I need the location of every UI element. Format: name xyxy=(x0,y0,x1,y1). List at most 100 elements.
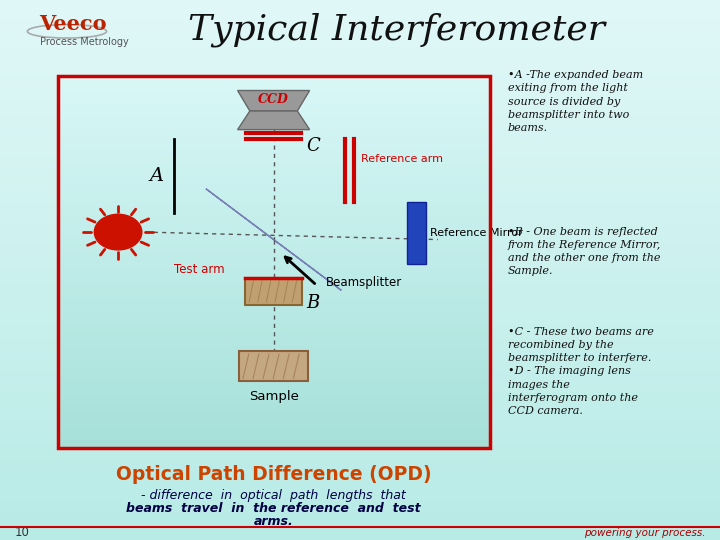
Bar xyxy=(58,220,490,225)
Bar xyxy=(0,492,720,500)
Bar xyxy=(58,118,490,122)
Bar xyxy=(58,392,490,397)
Bar xyxy=(0,74,720,81)
Bar xyxy=(0,507,720,513)
Text: C: C xyxy=(307,137,320,154)
Bar xyxy=(0,284,720,291)
Bar xyxy=(0,276,720,284)
Bar xyxy=(0,135,720,141)
Bar xyxy=(58,322,490,327)
Bar xyxy=(0,351,720,357)
Text: Veeco: Veeco xyxy=(40,14,107,35)
Bar xyxy=(58,318,490,322)
Bar xyxy=(58,243,490,248)
Bar xyxy=(0,418,720,426)
Bar xyxy=(58,299,490,304)
Text: arms.: arms. xyxy=(253,515,294,528)
Bar xyxy=(58,420,490,425)
Bar xyxy=(58,197,490,201)
Bar xyxy=(58,402,490,406)
Bar xyxy=(58,271,490,276)
Text: - difference  in  optical  path  lengths  that: - difference in optical path lengths tha… xyxy=(141,489,406,502)
Bar xyxy=(58,346,490,350)
Bar xyxy=(0,94,720,102)
Bar xyxy=(58,341,490,346)
Bar xyxy=(0,426,720,432)
Bar xyxy=(0,108,720,115)
Bar xyxy=(0,330,720,338)
Bar xyxy=(0,364,720,372)
Bar xyxy=(0,237,720,243)
Bar xyxy=(0,256,720,263)
Bar xyxy=(0,209,720,216)
Bar xyxy=(0,40,720,47)
Bar xyxy=(0,128,720,135)
Bar xyxy=(58,164,490,168)
Bar xyxy=(58,332,490,336)
Bar xyxy=(58,276,490,280)
Bar xyxy=(0,500,720,507)
Text: CCD: CCD xyxy=(258,93,289,106)
Bar xyxy=(58,285,490,290)
Bar xyxy=(0,102,720,108)
Bar xyxy=(58,388,490,392)
Bar xyxy=(58,374,490,379)
Bar xyxy=(58,267,490,271)
Bar xyxy=(58,122,490,127)
Text: Process Metrology: Process Metrology xyxy=(40,37,128,47)
Text: Sample: Sample xyxy=(248,390,299,403)
Bar xyxy=(58,434,490,439)
Bar xyxy=(0,513,720,519)
Bar xyxy=(58,360,490,365)
Bar xyxy=(0,162,720,168)
Bar xyxy=(58,80,490,85)
Bar xyxy=(245,278,302,305)
Bar xyxy=(0,183,720,189)
Bar xyxy=(0,249,720,256)
Text: beams  travel  in  the reference  and  test: beams travel in the reference and test xyxy=(126,502,421,515)
Bar xyxy=(0,310,720,317)
Bar xyxy=(0,189,720,195)
Bar xyxy=(0,195,720,202)
Bar xyxy=(0,0,720,6)
Bar xyxy=(0,68,720,74)
Bar xyxy=(0,122,720,128)
Bar xyxy=(58,336,490,341)
Bar xyxy=(58,416,490,420)
Bar xyxy=(0,372,720,378)
Bar xyxy=(0,6,720,14)
Bar xyxy=(0,54,720,60)
Text: Optical Path Difference (OPD): Optical Path Difference (OPD) xyxy=(116,464,431,484)
Bar xyxy=(58,230,490,234)
Bar xyxy=(239,352,307,381)
Bar xyxy=(58,313,490,318)
Bar xyxy=(58,430,490,434)
Bar xyxy=(58,94,490,99)
Bar xyxy=(58,443,490,448)
Bar xyxy=(58,383,490,388)
Bar xyxy=(58,257,490,262)
Bar xyxy=(0,453,720,459)
Bar xyxy=(58,113,490,118)
Bar xyxy=(0,317,720,324)
Bar xyxy=(0,176,720,183)
Bar xyxy=(58,168,490,173)
Bar xyxy=(58,406,490,411)
Bar xyxy=(0,432,720,438)
Bar xyxy=(58,173,490,178)
Bar xyxy=(58,76,490,80)
Bar xyxy=(0,230,720,237)
Bar xyxy=(0,168,720,176)
Bar xyxy=(58,253,490,257)
Bar xyxy=(0,270,720,276)
Text: •C - These two beams are
recombined by the
beamsplitter to interfere.
•D - The i: •C - These two beams are recombined by t… xyxy=(508,327,654,416)
Bar xyxy=(58,234,490,239)
Bar xyxy=(58,439,490,443)
Bar xyxy=(58,141,490,145)
Bar xyxy=(0,216,720,222)
Bar xyxy=(0,115,720,122)
Bar xyxy=(0,87,720,94)
Bar xyxy=(0,33,720,40)
Bar xyxy=(58,206,490,211)
Bar xyxy=(58,150,490,155)
